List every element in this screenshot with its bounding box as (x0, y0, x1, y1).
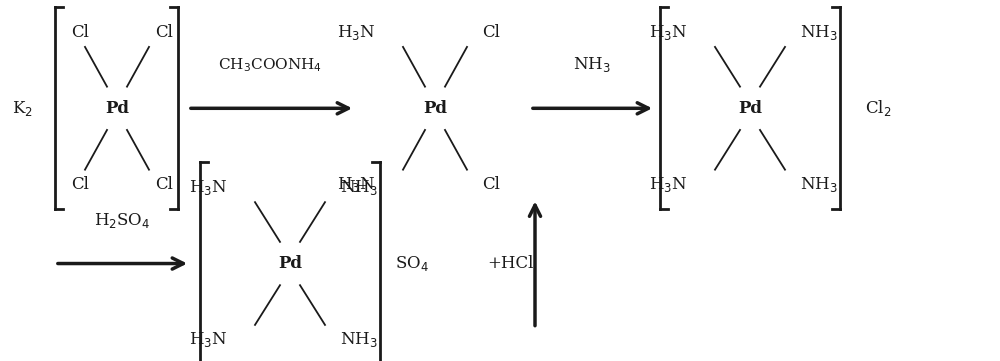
Text: Cl: Cl (155, 24, 173, 41)
Text: Cl: Cl (71, 24, 89, 41)
Text: NH$_3$: NH$_3$ (340, 330, 378, 349)
Text: Cl: Cl (482, 24, 500, 41)
Text: NH$_3$: NH$_3$ (340, 178, 378, 197)
Text: +HCl: +HCl (487, 255, 533, 272)
Text: K$_2$: K$_2$ (12, 99, 33, 118)
Text: SO$_4$: SO$_4$ (395, 254, 429, 273)
Text: Pd: Pd (423, 100, 447, 117)
Text: H$_3$N: H$_3$N (649, 23, 687, 42)
Text: Cl: Cl (71, 175, 89, 193)
Text: Cl$_2$: Cl$_2$ (865, 98, 891, 118)
Text: Pd: Pd (105, 100, 129, 117)
Text: NH$_3$: NH$_3$ (800, 175, 838, 193)
Text: H$_3$N: H$_3$N (189, 330, 227, 349)
Text: H$_3$N: H$_3$N (337, 175, 375, 193)
Text: H$_2$SO$_4$: H$_2$SO$_4$ (94, 211, 150, 230)
Text: Cl: Cl (482, 175, 500, 193)
Text: Cl: Cl (155, 175, 173, 193)
Text: Pd: Pd (738, 100, 762, 117)
Text: H$_3$N: H$_3$N (649, 175, 687, 193)
Text: CH$_3$COONH$_4$: CH$_3$COONH$_4$ (218, 56, 322, 74)
Text: H$_3$N: H$_3$N (189, 178, 227, 197)
Text: H$_3$N: H$_3$N (337, 23, 375, 42)
Text: Pd: Pd (278, 255, 302, 272)
Text: NH$_3$: NH$_3$ (573, 56, 611, 74)
Text: NH$_3$: NH$_3$ (800, 23, 838, 42)
